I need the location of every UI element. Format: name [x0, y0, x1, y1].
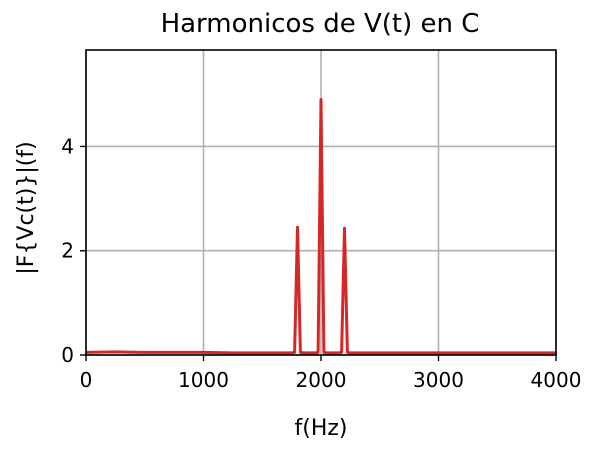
- x-tick-label: 3000: [413, 368, 464, 392]
- x-tick-label: 1000: [178, 368, 229, 392]
- x-tick-label: 0: [80, 368, 93, 392]
- x-tick-label: 4000: [531, 368, 582, 392]
- y-tick-label: 2: [61, 239, 74, 263]
- y-axis-ticks: 0 2 4: [61, 134, 86, 367]
- series-layer: [85, 98, 556, 355]
- y-tick-label: 4: [61, 134, 74, 158]
- x-axis-label: f(Hz): [294, 416, 347, 441]
- x-tick-label: 2000: [296, 368, 347, 392]
- y-axis-label: |F{Vc(t)}|(f): [14, 141, 39, 274]
- y-tick-label: 0: [61, 343, 74, 367]
- chart-title: Harmonicos de V(t) en C: [161, 9, 480, 39]
- series-line: [85, 98, 556, 355]
- x-axis-ticks: 0 1000 2000 3000 4000: [80, 355, 582, 392]
